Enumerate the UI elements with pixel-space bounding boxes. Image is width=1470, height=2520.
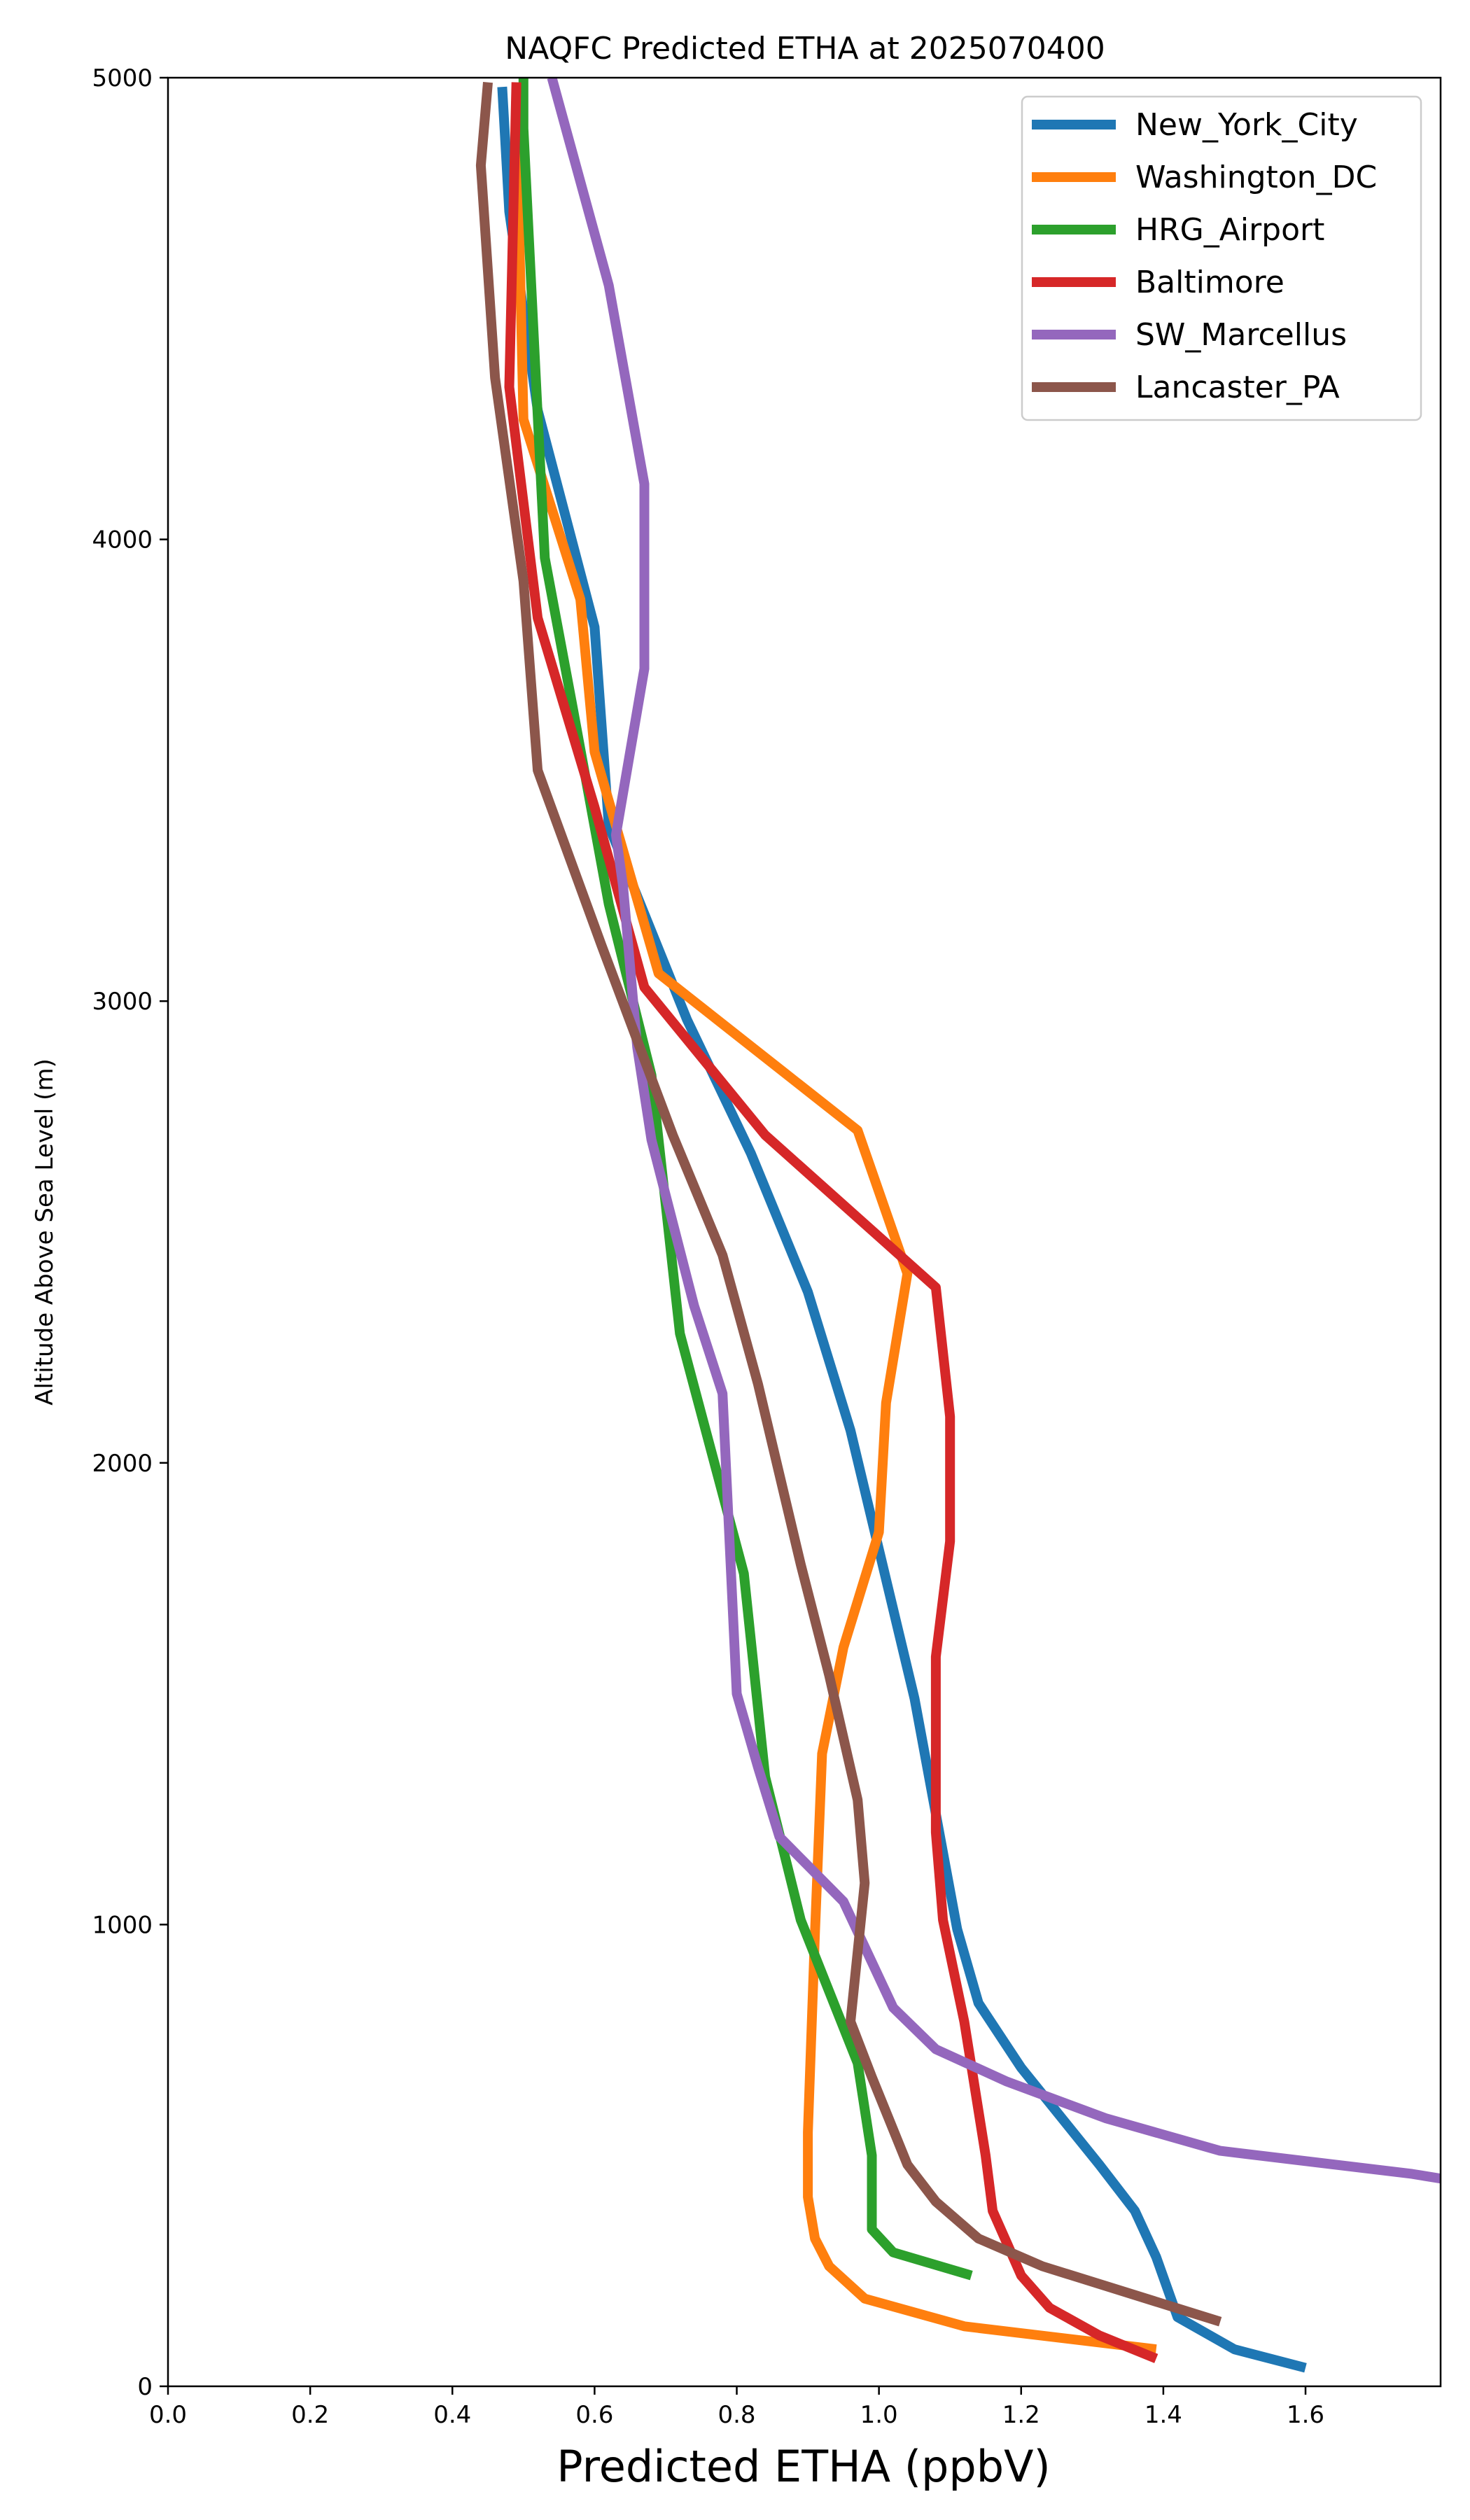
x-axis: 0.0 0.2 0.4 0.6 0.8 1.0 1.2 1.4 1.6 [149, 2386, 1324, 2429]
y-tick-label: 1000 [92, 1911, 153, 1939]
plot-lines [475, 78, 1441, 2373]
x-tick-label: 1.0 [860, 2401, 898, 2429]
y-tick-label: 2000 [92, 1450, 153, 1478]
legend-label: Lancaster_PA [1135, 370, 1340, 405]
legend-label: New_York_City [1135, 107, 1358, 143]
x-tick-label: 0.4 [433, 2401, 471, 2429]
x-tick-label: 1.2 [1002, 2401, 1040, 2429]
y-tick-label: 3000 [92, 988, 153, 1016]
series-line-sw-marcellus [547, 78, 1441, 2184]
series-line-hrg-airport [518, 78, 973, 2281]
series-line-lancaster-pa [475, 82, 1222, 2327]
x-tick-label: 0.0 [149, 2401, 187, 2429]
legend-label: HRG_Airport [1135, 212, 1324, 248]
series-line-new-york-city [497, 86, 1307, 2373]
legend-box [1021, 95, 1422, 421]
x-tick-label: 0.8 [718, 2401, 755, 2429]
legend-label: Washington_DC [1135, 160, 1377, 195]
plot-frame [167, 76, 1442, 2388]
y-tick-label: 5000 [92, 64, 153, 92]
x-axis-title: Predicted ETHA (ppbV) [556, 2441, 1050, 2492]
series-line-baltimore [504, 82, 1158, 2363]
y-tick-label: 4000 [92, 526, 153, 554]
legend-label: SW_Marcellus [1135, 317, 1347, 353]
series-line-washington-dc [511, 105, 1157, 2355]
y-tick-label: 0 [137, 2373, 153, 2401]
x-tick-label: 1.4 [1144, 2401, 1182, 2429]
y-axis: 0 1000 2000 3000 4000 5000 [92, 64, 168, 2401]
legend: New_York_City Washington_DC HRG_Airport Bal… [1021, 95, 1422, 421]
x-tick-label: 1.6 [1287, 2401, 1324, 2429]
y-axis-title: Altitude Above Sea Level (m) [31, 1058, 59, 1406]
x-tick-label: 0.2 [291, 2401, 329, 2429]
legend-label: Baltimore [1135, 265, 1284, 300]
chart-title: NAQFC Predicted ETHA at 2025070400 [505, 31, 1105, 66]
x-tick-label: 0.6 [575, 2401, 613, 2429]
